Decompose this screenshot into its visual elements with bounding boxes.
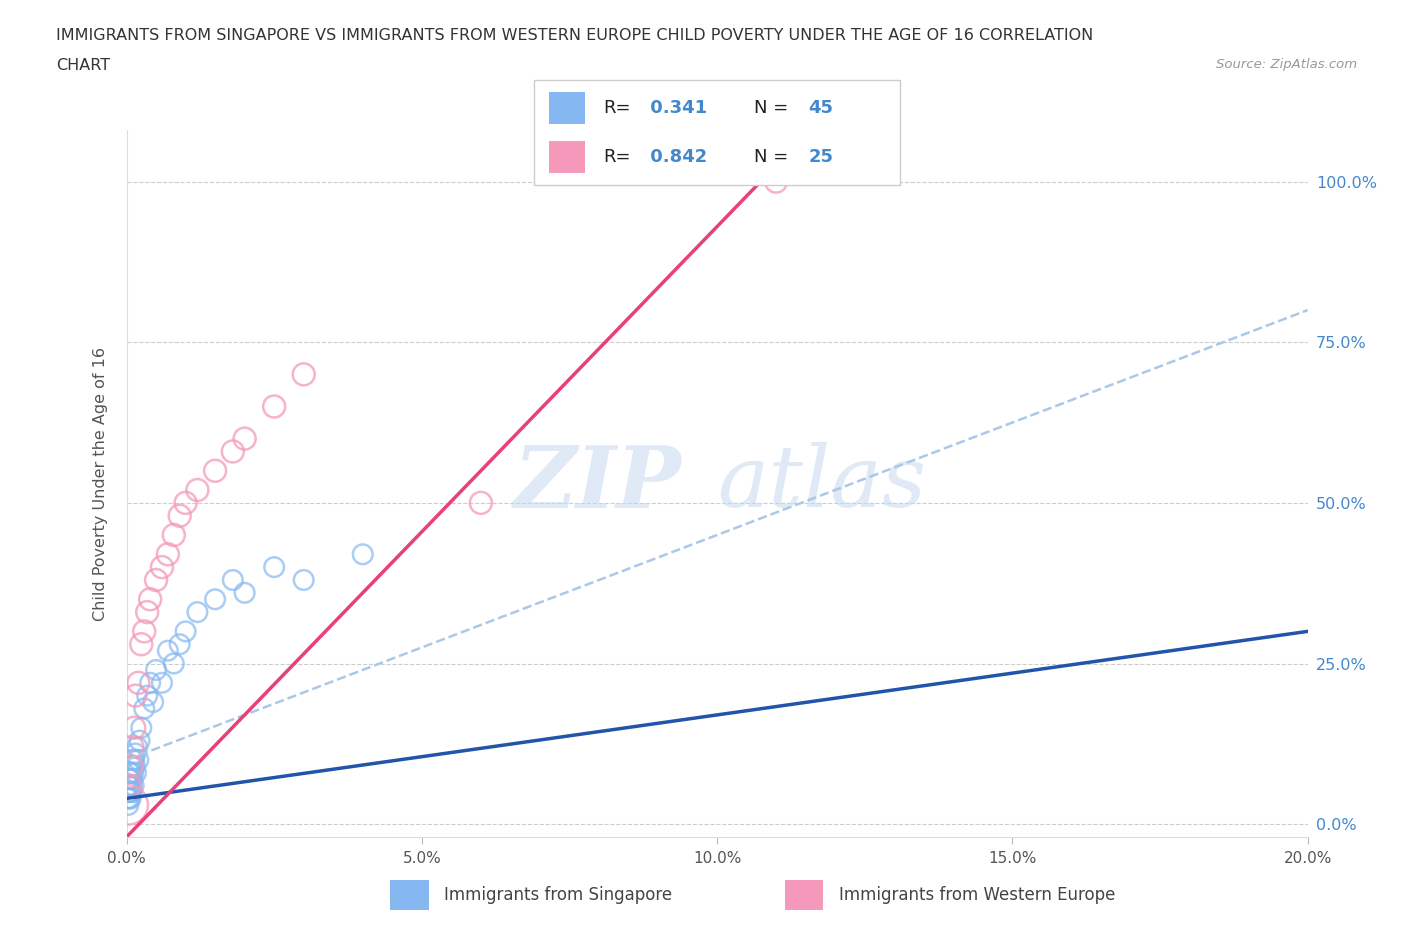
Point — [136, 604, 159, 619]
Point — [118, 778, 141, 793]
Point — [222, 444, 245, 458]
Point — [233, 585, 256, 600]
Text: R=: R= — [603, 99, 631, 117]
Point — [125, 765, 148, 780]
Text: ZIP: ZIP — [513, 442, 682, 525]
Point — [156, 547, 179, 562]
Point — [142, 695, 165, 710]
Point — [122, 752, 145, 767]
Text: Immigrants from Singapore: Immigrants from Singapore — [444, 886, 672, 904]
Text: CHART: CHART — [56, 58, 110, 73]
Point — [765, 174, 787, 189]
Text: 45: 45 — [808, 99, 834, 117]
Point — [121, 772, 143, 787]
Point — [120, 791, 142, 806]
Text: 0.842: 0.842 — [644, 148, 707, 166]
Text: 25: 25 — [808, 148, 834, 166]
Point — [121, 739, 143, 754]
Point — [134, 624, 156, 639]
Point — [163, 656, 186, 671]
Point — [124, 759, 146, 774]
Text: IMMIGRANTS FROM SINGAPORE VS IMMIGRANTS FROM WESTERN EUROPE CHILD POVERTY UNDER : IMMIGRANTS FROM SINGAPORE VS IMMIGRANTS … — [56, 28, 1094, 43]
Point — [120, 759, 142, 774]
Point — [118, 785, 141, 800]
Point — [117, 778, 139, 793]
Text: Source: ZipAtlas.com: Source: ZipAtlas.com — [1216, 58, 1357, 71]
Point — [169, 509, 191, 524]
Point — [145, 573, 167, 588]
Point — [470, 496, 492, 511]
Point — [120, 765, 142, 780]
Point — [118, 772, 141, 787]
Point — [118, 765, 141, 780]
Bar — [785, 880, 824, 910]
Point — [127, 675, 149, 690]
Point — [204, 463, 226, 478]
Point — [156, 644, 179, 658]
Point — [124, 746, 146, 761]
Point — [118, 778, 141, 793]
Point — [292, 573, 315, 588]
Point — [120, 759, 142, 774]
Point — [174, 496, 197, 511]
Text: atlas: atlas — [717, 443, 927, 525]
Point — [127, 739, 149, 754]
Point — [145, 662, 167, 677]
Point — [117, 791, 139, 806]
Point — [121, 785, 143, 800]
Text: R=: R= — [603, 148, 631, 166]
Point — [127, 752, 149, 767]
Text: 0.341: 0.341 — [644, 99, 707, 117]
Point — [186, 483, 208, 498]
Point — [122, 765, 145, 780]
Point — [222, 573, 245, 588]
FancyBboxPatch shape — [534, 80, 900, 185]
Point — [120, 772, 142, 787]
Y-axis label: Child Poverty Under the Age of 16: Child Poverty Under the Age of 16 — [93, 347, 108, 620]
Point — [163, 527, 186, 542]
Point — [122, 721, 145, 736]
Point — [139, 591, 162, 606]
Point — [118, 785, 141, 800]
Point — [263, 399, 285, 414]
Point — [122, 778, 145, 793]
Point — [352, 547, 374, 562]
Point — [129, 721, 153, 736]
Text: Immigrants from Western Europe: Immigrants from Western Europe — [838, 886, 1115, 904]
Point — [120, 778, 142, 793]
Point — [134, 701, 156, 716]
Point — [136, 688, 159, 703]
Point — [117, 797, 139, 812]
Point — [263, 560, 285, 575]
Point — [120, 785, 142, 800]
Point — [117, 797, 139, 812]
Point — [129, 637, 153, 652]
Text: N =: N = — [754, 148, 787, 166]
Point — [128, 733, 150, 748]
Point — [292, 367, 315, 382]
Point — [121, 752, 143, 767]
Point — [124, 688, 146, 703]
Bar — [548, 92, 585, 124]
Bar — [391, 880, 429, 910]
Text: N =: N = — [754, 99, 787, 117]
Point — [169, 637, 191, 652]
Bar — [548, 141, 585, 173]
Point — [233, 432, 256, 446]
Point — [118, 791, 141, 806]
Point — [150, 675, 173, 690]
Point — [186, 604, 208, 619]
Point — [174, 624, 197, 639]
Point — [204, 591, 226, 606]
Point — [150, 560, 173, 575]
Point — [139, 675, 162, 690]
